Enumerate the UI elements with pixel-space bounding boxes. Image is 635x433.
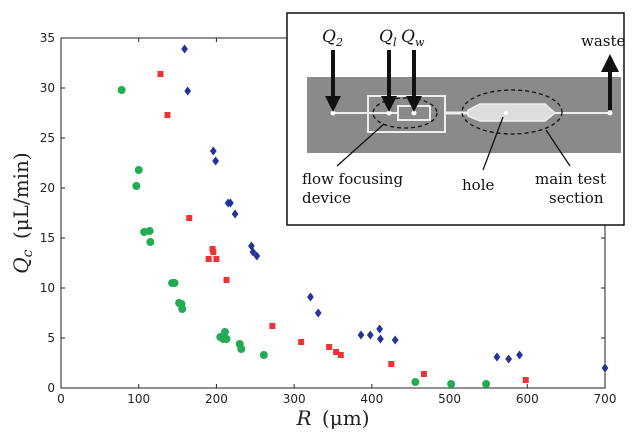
circle-point <box>447 380 456 388</box>
square-point <box>333 349 340 355</box>
diamond-point <box>307 292 314 302</box>
diamond-point <box>253 251 261 261</box>
y-tick-label: 0 <box>47 381 55 395</box>
circle-point <box>170 279 179 287</box>
square-point <box>326 344 333 350</box>
square-point <box>213 256 220 262</box>
diamond-point <box>209 146 217 156</box>
x-tick-label: 500 <box>438 392 461 406</box>
square-point <box>205 256 212 262</box>
q1-label: Ql <box>379 27 397 49</box>
circle-point <box>482 380 491 388</box>
qw-inlet-dot <box>411 110 417 116</box>
flow-focusing-leader <box>336 123 385 167</box>
circle-point <box>134 166 143 174</box>
qw-label: Qw <box>401 27 425 49</box>
y-tick-label: 30 <box>40 81 55 95</box>
x-tick-label: 700 <box>594 392 617 406</box>
flow-focusing-ellipse <box>372 97 438 129</box>
diamond-point <box>227 198 234 208</box>
circle-point <box>145 227 154 235</box>
hole-dot <box>504 111 508 115</box>
diamond-point <box>391 335 399 345</box>
circle-point <box>117 86 126 94</box>
x-tick-label: 400 <box>360 392 383 406</box>
main-test-leader <box>545 129 571 167</box>
diamond-point <box>184 86 192 96</box>
diamond-point <box>366 330 374 340</box>
square-point <box>210 249 217 255</box>
y-axis-label: Qc (μL/min) <box>9 152 37 273</box>
diamond-point <box>212 156 220 166</box>
square-point <box>337 352 344 358</box>
square-point <box>223 277 230 283</box>
flow-focusing-label: flow focusing <box>302 170 403 188</box>
hole-label: hole <box>462 176 494 194</box>
q2-label: Q2 <box>322 27 343 49</box>
flow-focusing-label-line2: device <box>302 189 351 207</box>
x-tick-label: 300 <box>283 392 306 406</box>
q1-inlet-dot <box>386 110 392 116</box>
y-tick-label: 25 <box>40 131 55 145</box>
diamond-point <box>493 352 501 362</box>
y-tick-label: 10 <box>40 281 55 295</box>
waste-outlet-dot <box>607 110 613 116</box>
circle-point <box>220 328 229 336</box>
waste-arrow-head <box>601 54 619 72</box>
diamond-point <box>357 330 365 340</box>
square-point <box>388 361 395 367</box>
qw-arrow-head <box>406 96 422 112</box>
main-test-ellipse <box>461 89 563 135</box>
waste-label: waste <box>581 32 626 50</box>
main-test-channel <box>467 103 557 122</box>
q1-arrow-head <box>381 96 397 112</box>
circle-point <box>146 238 155 246</box>
hole-leader <box>482 116 504 171</box>
axis-tick-labels: 0 100 200 300 400 500 600 700 0 5 10 15 20 25 30 35 <box>40 31 617 406</box>
y-tick-label: 5 <box>47 331 55 345</box>
square-point <box>269 323 276 329</box>
diamond-point <box>249 247 257 257</box>
x-tick-label: 600 <box>516 392 539 406</box>
device-chip <box>307 77 621 153</box>
inset-schematic: Q2 Ql Qw waste flow focusing device hole… <box>286 12 626 226</box>
circle-point <box>237 345 246 353</box>
circle-point <box>411 378 420 386</box>
diamond-point <box>505 354 513 364</box>
q2-inlet-dot <box>330 110 336 116</box>
square-point <box>186 215 193 221</box>
diamond-point <box>601 363 609 373</box>
main-test-label: main test <box>535 170 606 188</box>
circle-point <box>259 351 268 359</box>
square-point <box>157 71 164 77</box>
diamond-point <box>231 209 239 219</box>
x-tick-label: 100 <box>127 392 150 406</box>
square-point <box>522 377 529 383</box>
square-point <box>420 371 427 377</box>
y-tick-label: 15 <box>40 231 55 245</box>
square-point <box>298 339 305 345</box>
q2-arrow-head <box>325 96 341 112</box>
x-tick-label: 200 <box>205 392 228 406</box>
circle-point <box>222 335 231 343</box>
square-point <box>164 112 171 118</box>
x-tick-label: 0 <box>57 392 65 406</box>
diamond-point <box>377 334 384 344</box>
main-test-label-line2: section <box>549 189 604 207</box>
data-points <box>117 44 609 388</box>
diamond-point <box>376 324 384 334</box>
circle-point <box>178 305 187 313</box>
circle-point <box>132 182 141 190</box>
diamond-point <box>516 350 523 360</box>
x-axis-label: R (μm) <box>296 406 370 430</box>
y-tick-label: 35 <box>40 31 55 45</box>
y-tick-label: 20 <box>40 181 55 195</box>
diamond-point <box>181 44 188 54</box>
diamond-point <box>314 308 322 318</box>
